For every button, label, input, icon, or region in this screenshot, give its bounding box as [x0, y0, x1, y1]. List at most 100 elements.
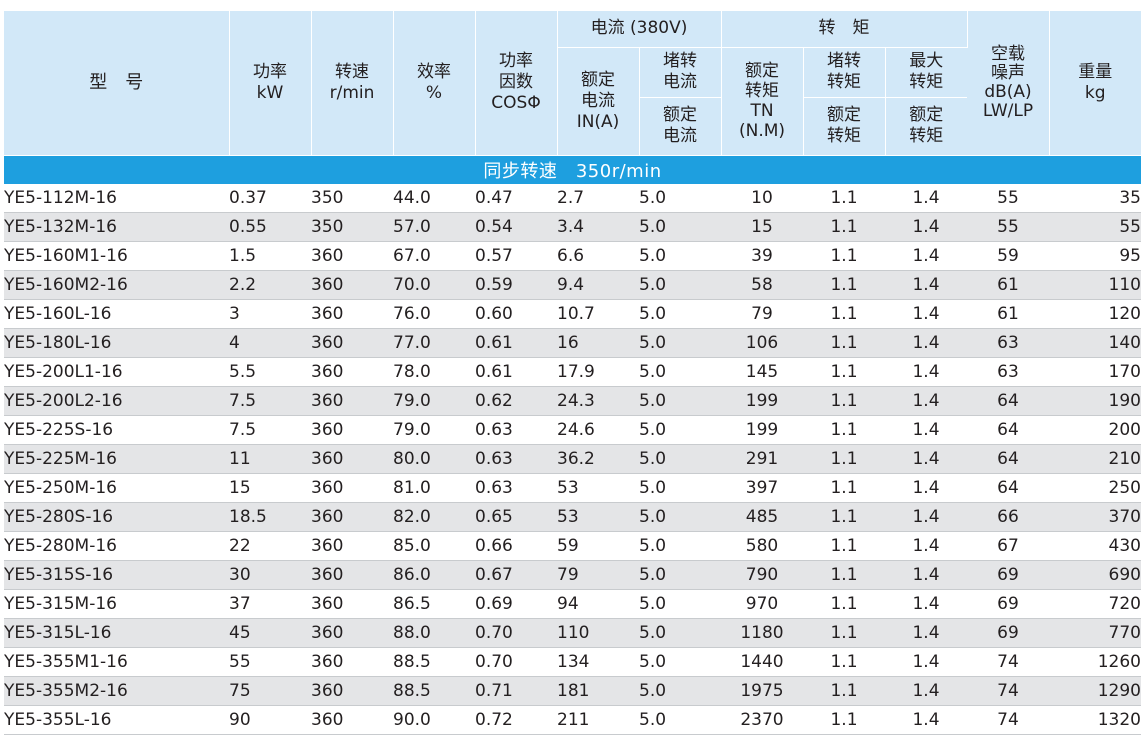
cell-rated-current: 181: [557, 676, 639, 706]
cell-efficiency: 82.0: [393, 502, 475, 532]
header-power: 功率 kW: [229, 11, 312, 156]
header-max-torque-ratio: 额定 转矩: [885, 97, 967, 156]
header-rated-torque: 额定 转矩 TN (N.M): [721, 47, 804, 156]
cell-model: YE5-160M1-16: [4, 241, 229, 271]
cell-weight: 200: [1049, 415, 1141, 445]
cell-power: 45: [229, 618, 311, 648]
cell-locked-torque-ratio: 1.1: [803, 212, 885, 242]
table-row: YE5-315M-16 37 360 86.5 0.69 94 5.0 970 1.1 1.4 69…: [4, 589, 1141, 619]
cell-model: YE5-355M1-16: [4, 647, 229, 677]
cell-rated-current: 3.4: [557, 212, 639, 242]
cell-max-torque-ratio: 1.4: [885, 531, 967, 561]
cell-efficiency: 81.0: [393, 473, 475, 503]
cell-rated-current: 24.6: [557, 415, 639, 445]
section-title-sync-speed: 同步转速 350r/min: [4, 155, 1141, 184]
cell-max-torque-ratio: 1.4: [885, 357, 967, 387]
cell-speed: 360: [311, 415, 393, 445]
cell-locked-current-ratio: 5.0: [639, 241, 721, 271]
cell-rated-current: 10.7: [557, 299, 639, 329]
cell-rated-current: 134: [557, 647, 639, 677]
cell-max-torque-ratio: 1.4: [885, 270, 967, 300]
cell-speed: 350: [311, 212, 393, 242]
cell-weight: 690: [1049, 560, 1141, 590]
cell-weight: 110: [1049, 270, 1141, 300]
header-power-factor: 功率 因数 COSΦ: [475, 11, 558, 156]
cell-noise: 63: [967, 357, 1049, 387]
cell-locked-current-ratio: 5.0: [639, 676, 721, 706]
cell-speed: 360: [311, 705, 393, 735]
cell-max-torque-ratio: 1.4: [885, 705, 967, 735]
cell-efficiency: 86.0: [393, 560, 475, 590]
cell-noise: 69: [967, 589, 1049, 619]
cell-locked-current-ratio: 5.0: [639, 357, 721, 387]
cell-rated-current: 24.3: [557, 386, 639, 416]
header-max-torque: 最大 转矩: [885, 47, 967, 98]
cell-rated-torque: 145: [721, 357, 803, 387]
cell-locked-current-ratio: 5.0: [639, 618, 721, 648]
cell-rated-torque: 39: [721, 241, 803, 271]
cell-rated-torque: 970: [721, 589, 803, 619]
table-row: YE5-225M-16 11 360 80.0 0.63 36.2 5.0 291 1.1 1.4…: [4, 444, 1141, 474]
cell-power-factor: 0.71: [475, 676, 557, 706]
cell-weight: 55: [1049, 212, 1141, 242]
table-row: YE5-315S-16 30 360 86.0 0.67 79 5.0 790 1.1 1.4 69…: [4, 560, 1141, 590]
cell-noise: 61: [967, 270, 1049, 300]
cell-weight: 95: [1049, 241, 1141, 271]
cell-model: YE5-112M-16: [4, 183, 229, 213]
cell-power-factor: 0.63: [475, 444, 557, 474]
cell-weight: 370: [1049, 502, 1141, 532]
cell-efficiency: 57.0: [393, 212, 475, 242]
cell-power: 30: [229, 560, 311, 590]
header-rated-current: 额定 电流 IN(A): [557, 47, 640, 156]
cell-power: 7.5: [229, 386, 311, 416]
cell-weight: 190: [1049, 386, 1141, 416]
cell-locked-torque-ratio: 1.1: [803, 444, 885, 474]
cell-power: 11: [229, 444, 311, 474]
motor-spec-table-container: 型 号 功率 kW 转速 r/min 效率 % 功率 因数 COSΦ 电流 (3…: [4, 11, 1141, 735]
cell-max-torque-ratio: 1.4: [885, 676, 967, 706]
header-speed: 转速 r/min: [311, 11, 394, 156]
cell-locked-current-ratio: 5.0: [639, 647, 721, 677]
cell-max-torque-ratio: 1.4: [885, 299, 967, 329]
header-locked-torque-ratio: 额定 转矩: [803, 97, 886, 156]
cell-speed: 360: [311, 531, 393, 561]
cell-weight: 720: [1049, 589, 1141, 619]
cell-efficiency: 88.5: [393, 647, 475, 677]
cell-power-factor: 0.66: [475, 531, 557, 561]
header-torque-group: 转 矩: [721, 11, 968, 48]
header-weight: 重量 kg: [1049, 11, 1141, 156]
cell-power-factor: 0.67: [475, 560, 557, 590]
cell-locked-current-ratio: 5.0: [639, 444, 721, 474]
cell-rated-current: 110: [557, 618, 639, 648]
cell-rated-current: 16: [557, 328, 639, 358]
cell-locked-torque-ratio: 1.1: [803, 328, 885, 358]
cell-noise: 66: [967, 502, 1049, 532]
cell-locked-current-ratio: 5.0: [639, 531, 721, 561]
cell-locked-torque-ratio: 1.1: [803, 357, 885, 387]
cell-rated-current: 59: [557, 531, 639, 561]
cell-power-factor: 0.47: [475, 183, 557, 213]
table-row: YE5-280M-16 22 360 85.0 0.66 59 5.0 580 1.1 1.4 67…: [4, 531, 1141, 561]
cell-noise: 74: [967, 705, 1049, 735]
cell-efficiency: 67.0: [393, 241, 475, 271]
cell-max-torque-ratio: 1.4: [885, 647, 967, 677]
cell-model: YE5-355L-16: [4, 705, 229, 735]
table-row: YE5-160M2-16 2.2 360 70.0 0.59 9.4 5.0 58 1.1 1.4…: [4, 270, 1141, 300]
cell-power-factor: 0.63: [475, 473, 557, 503]
cell-max-torque-ratio: 1.4: [885, 328, 967, 358]
cell-power-factor: 0.60: [475, 299, 557, 329]
cell-locked-torque-ratio: 1.1: [803, 502, 885, 532]
cell-power-factor: 0.70: [475, 647, 557, 677]
cell-locked-torque-ratio: 1.1: [803, 386, 885, 416]
header-efficiency: 效率 %: [393, 11, 476, 156]
cell-rated-torque: 79: [721, 299, 803, 329]
cell-weight: 120: [1049, 299, 1141, 329]
table-row: YE5-160M1-16 1.5 360 67.0 0.57 6.6 5.0 39 1.1 1.4…: [4, 241, 1141, 271]
cell-power: 5.5: [229, 357, 311, 387]
cell-efficiency: 79.0: [393, 386, 475, 416]
cell-noise: 67: [967, 531, 1049, 561]
cell-rated-torque: 1440: [721, 647, 803, 677]
cell-model: YE5-225M-16: [4, 444, 229, 474]
cell-noise: 59: [967, 241, 1049, 271]
cell-rated-torque: 1975: [721, 676, 803, 706]
